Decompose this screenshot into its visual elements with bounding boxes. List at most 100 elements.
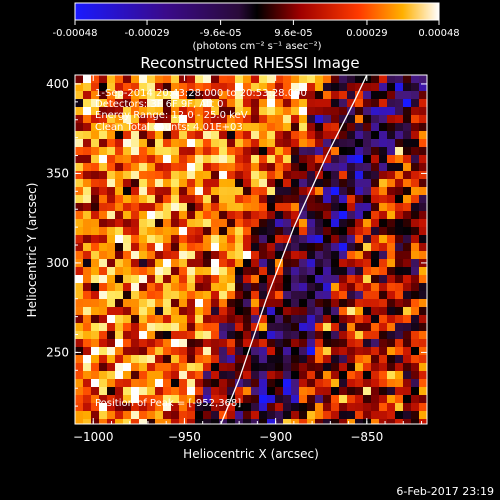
heatmap-cell	[419, 203, 427, 212]
heatmap-cell	[75, 379, 84, 388]
peak-position-label: Position of Peak = [-952,368]	[95, 398, 241, 409]
heatmap-cell	[259, 219, 268, 228]
heatmap-cell	[99, 355, 108, 364]
heatmap-cell	[411, 299, 420, 308]
heatmap-cell	[91, 315, 100, 324]
heatmap-cell	[363, 347, 372, 356]
heatmap-cell	[211, 147, 220, 156]
heatmap-cell	[211, 259, 220, 268]
heatmap-cell	[355, 155, 364, 164]
heatmap-cell	[107, 107, 116, 116]
heatmap-cell	[275, 163, 284, 172]
heatmap-cell	[107, 235, 116, 244]
heatmap-cell	[203, 315, 212, 324]
heatmap-cell	[395, 235, 404, 244]
heatmap-cell	[219, 187, 228, 196]
heatmap-cell	[331, 211, 340, 220]
heatmap-cell	[211, 99, 220, 108]
heatmap-cell	[331, 155, 340, 164]
heatmap-cell	[115, 379, 124, 388]
heatmap-cell	[347, 107, 356, 116]
heatmap-cell	[243, 75, 252, 84]
heatmap-cell	[147, 131, 156, 140]
heatmap-cell	[403, 283, 412, 292]
heatmap-cell	[299, 291, 308, 300]
heatmap-cell	[395, 291, 404, 300]
heatmap-cell	[179, 219, 188, 228]
heatmap-cell	[339, 211, 348, 220]
heatmap-cell	[323, 195, 332, 204]
heatmap-cell	[331, 419, 340, 424]
heatmap-cell	[179, 243, 188, 252]
heatmap-cell	[307, 131, 316, 140]
heatmap-cell	[347, 299, 356, 308]
heatmap-cell	[267, 379, 276, 388]
heatmap-cell	[251, 235, 260, 244]
heatmap-cell	[419, 83, 427, 92]
heatmap-cell	[203, 123, 212, 132]
heatmap-cell	[331, 259, 340, 268]
heatmap-cell	[267, 355, 276, 364]
heatmap-cell	[251, 387, 260, 396]
heatmap-cell	[195, 203, 204, 212]
heatmap-cell	[107, 219, 116, 228]
heatmap-cell	[115, 339, 124, 348]
heatmap-cell	[155, 179, 164, 188]
heatmap-cell	[419, 323, 427, 332]
heatmap-cell	[195, 379, 204, 388]
heatmap-cell	[339, 203, 348, 212]
heatmap-cell	[155, 75, 164, 84]
heatmap-cell	[259, 419, 268, 424]
heatmap-cell	[371, 227, 380, 236]
heatmap-cell	[155, 307, 164, 316]
heatmap-cell	[243, 91, 252, 100]
heatmap-cell	[155, 227, 164, 236]
heatmap-cell	[171, 331, 180, 340]
heatmap-cell	[179, 187, 188, 196]
heatmap-cell	[339, 107, 348, 116]
heatmap-cell	[243, 347, 252, 356]
heatmap-cell	[299, 155, 308, 164]
colorbar-tick-label: 9.6e-05	[274, 28, 312, 39]
heatmap-cell	[227, 107, 236, 116]
heatmap-cell	[331, 411, 340, 420]
heatmap-cell	[395, 187, 404, 196]
heatmap-cell	[163, 395, 172, 404]
heatmap-cell	[195, 107, 204, 116]
heatmap-cell	[123, 187, 132, 196]
heatmap-cell	[371, 83, 380, 92]
heatmap-cell	[243, 123, 252, 132]
heatmap-cell	[163, 371, 172, 380]
heatmap-cell	[251, 347, 260, 356]
heatmap-cell	[235, 171, 244, 180]
heatmap-cell	[99, 299, 108, 308]
heatmap-cell	[371, 179, 380, 188]
heatmap-cell	[411, 75, 420, 84]
heatmap-cell	[123, 331, 132, 340]
heatmap-cell	[283, 171, 292, 180]
heatmap-cell	[163, 171, 172, 180]
heatmap-cell	[99, 259, 108, 268]
heatmap-cell	[331, 179, 340, 188]
heatmap-cell	[107, 291, 116, 300]
heatmap-cell	[355, 395, 364, 404]
heatmap-cell	[83, 155, 92, 164]
heatmap-cell	[307, 211, 316, 220]
heatmap-cell	[275, 331, 284, 340]
heatmap-cell	[219, 107, 228, 116]
heatmap-cell	[387, 179, 396, 188]
heatmap-cell	[379, 203, 388, 212]
heatmap-cell	[339, 283, 348, 292]
heatmap-cell	[131, 187, 140, 196]
heatmap-cell	[315, 395, 324, 404]
heatmap-cell	[115, 299, 124, 308]
heatmap-cell	[395, 299, 404, 308]
heatmap-cell	[411, 331, 420, 340]
heatmap-cell	[211, 91, 220, 100]
heatmap-cell	[139, 91, 148, 100]
heatmap-cell	[171, 195, 180, 204]
heatmap-cell	[235, 275, 244, 284]
heatmap-cell	[403, 155, 412, 164]
heatmap-cell	[123, 179, 132, 188]
heatmap-cell	[211, 283, 220, 292]
